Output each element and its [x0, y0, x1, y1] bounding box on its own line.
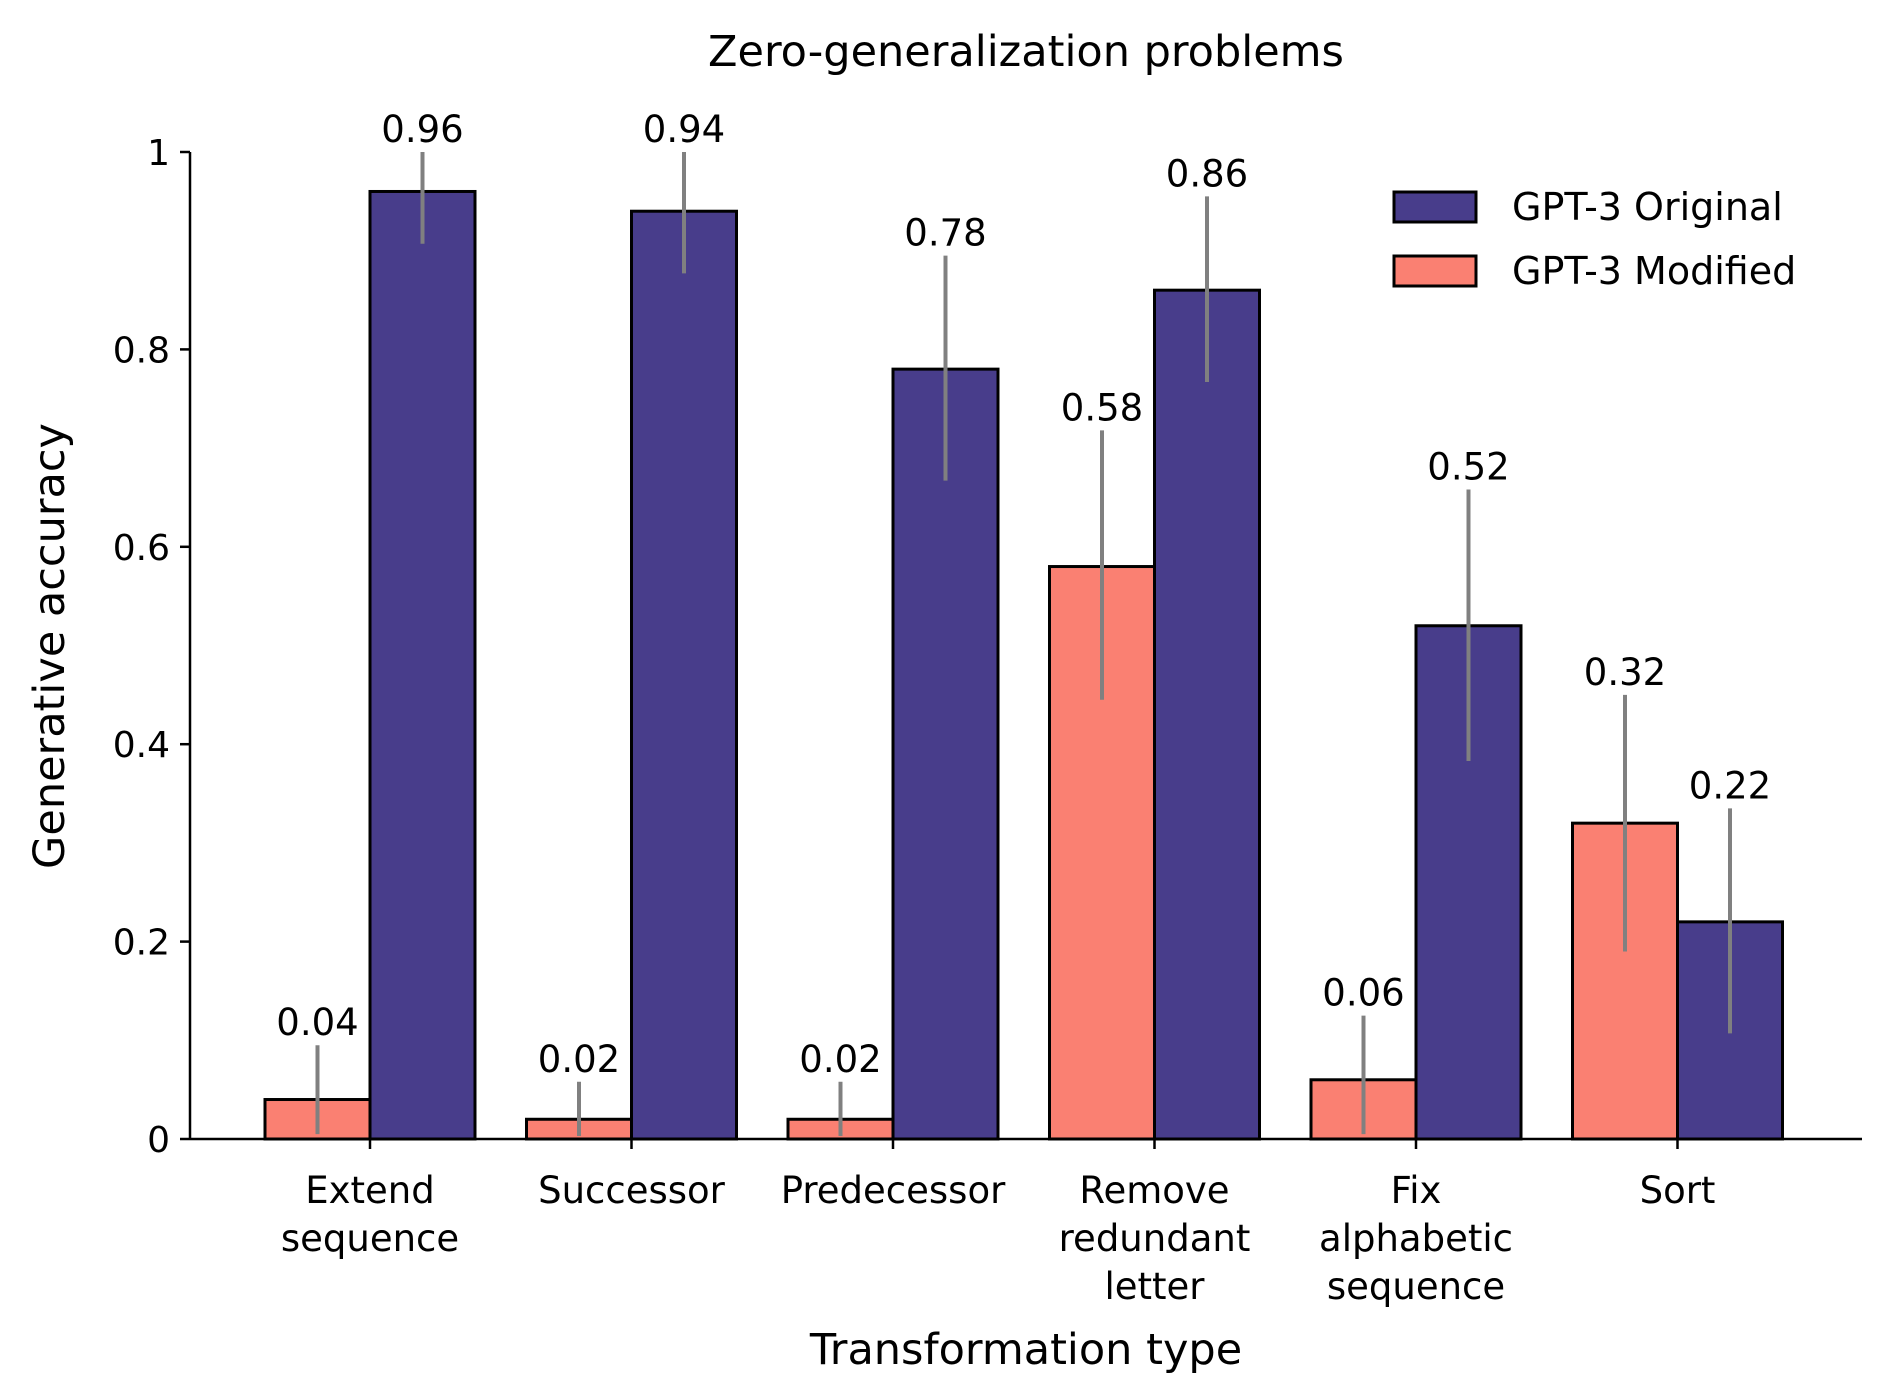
bar-original: [630, 209, 738, 1141]
legend-swatch: [1392, 190, 1478, 224]
x-tick-label: Remove redundant letter: [1059, 1169, 1251, 1308]
value-label: 0.96: [381, 108, 463, 151]
x-tick-label: Extend sequence: [281, 1169, 459, 1260]
y-tick-label: 0: [147, 1120, 170, 1161]
value-label: 0.58: [1061, 386, 1143, 429]
x-tick-label: Predecessor: [781, 1169, 1006, 1212]
chart-title: Zero-generalization problems: [708, 27, 1344, 77]
plot-area: 0.04 0.02 0.02 0.58 0.06 0.32 0.96 0.94 0.78 0.86…: [113, 108, 1862, 1308]
value-label: 0.04: [276, 1001, 358, 1044]
value-label: 0.02: [538, 1038, 620, 1081]
y-tick-label: 0.6: [113, 528, 170, 569]
legend-label: GPT-3 Original: [1512, 185, 1783, 229]
value-label: 0.78: [904, 212, 986, 255]
legend-label: GPT-3 Modified: [1512, 249, 1796, 293]
x-tick-label: Fix alphabetic sequence: [1319, 1169, 1513, 1308]
x-tick-label: Sort: [1640, 1169, 1716, 1212]
y-tick-label: 0.8: [113, 330, 170, 371]
legend-swatch: [1392, 254, 1478, 288]
y-tick-label: 0.2: [113, 923, 170, 964]
value-label: 0.52: [1427, 446, 1509, 489]
x-tick-label: Successor: [538, 1169, 726, 1212]
x-axis-label: Transformation type: [809, 1325, 1242, 1375]
value-label: 0.06: [1322, 972, 1404, 1015]
bar-original: [891, 367, 1000, 1141]
value-label: 0.22: [1689, 764, 1771, 807]
value-label: 0.02: [799, 1038, 881, 1081]
value-label: 0.94: [643, 108, 725, 151]
value-label: 0.32: [1584, 651, 1666, 694]
y-tick-label: 0.4: [113, 725, 170, 766]
bar-original: [1153, 288, 1261, 1141]
y-axis-label: Generative accuracy: [25, 423, 75, 869]
y-tick-label: 1: [147, 133, 170, 174]
bar-original: [368, 189, 477, 1141]
value-label: 0.86: [1166, 152, 1248, 195]
